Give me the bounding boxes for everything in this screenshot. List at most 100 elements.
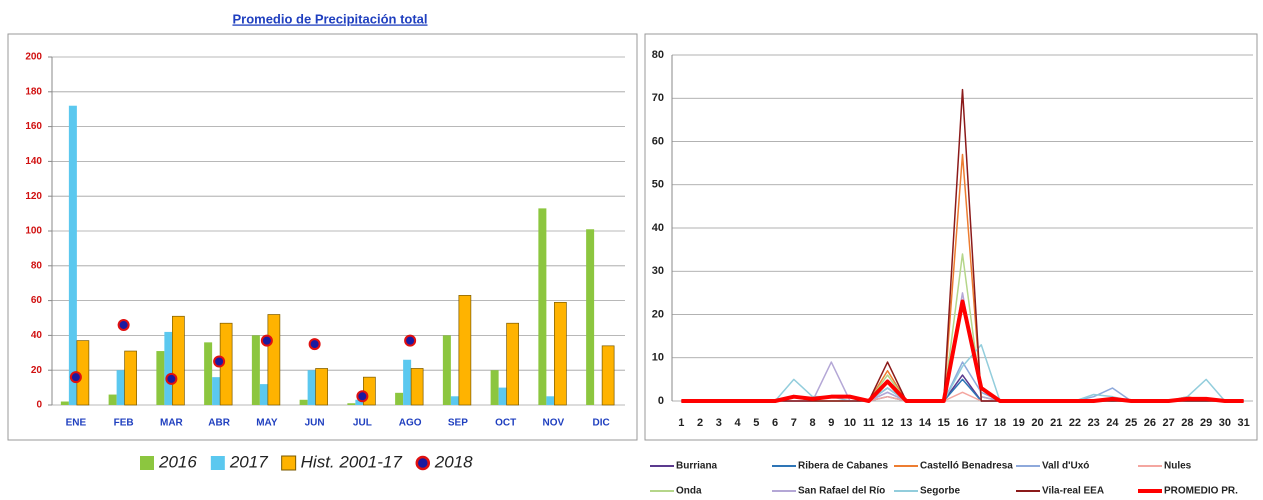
- y-tick-label: 40: [31, 330, 43, 341]
- legend-label: Burriana: [676, 461, 718, 472]
- line: [681, 153, 1244, 402]
- legend-swatch: [210, 456, 225, 470]
- bar: [251, 335, 260, 405]
- x-tick-label: 24: [1106, 417, 1119, 429]
- y-tick-label: 70: [652, 92, 664, 104]
- bar: [546, 396, 555, 405]
- bar: [403, 359, 412, 405]
- bar: [506, 322, 519, 406]
- x-tick-label: 14: [919, 417, 932, 429]
- bar: [315, 368, 328, 406]
- y-tick-label: 140: [25, 156, 42, 167]
- bar: [172, 315, 185, 406]
- right-panel: [644, 33, 1258, 441]
- bar: [355, 399, 364, 405]
- bar: [116, 370, 125, 405]
- x-tick-label: 15: [938, 417, 950, 429]
- x-tick-label: NOV: [543, 418, 565, 429]
- bar: [204, 342, 213, 405]
- y-tick-label: 20: [652, 308, 664, 320]
- legend-swatch: [281, 455, 297, 471]
- line: [681, 299, 1244, 403]
- x-tick-label: 5: [753, 417, 759, 429]
- bar: [108, 394, 117, 405]
- x-tick-label: JUN: [305, 418, 325, 429]
- y-tick-label: 60: [652, 135, 664, 147]
- line: [681, 378, 1244, 402]
- legend-label: Nules: [1164, 461, 1192, 472]
- y-tick-label: 120: [25, 191, 42, 202]
- bar: [267, 314, 281, 406]
- x-tick-label: 20: [1031, 417, 1043, 429]
- x-tick-label: SEP: [448, 418, 468, 429]
- dot: [117, 318, 130, 331]
- x-tick-label: 21: [1050, 417, 1062, 429]
- y-tick-label: 40: [652, 222, 664, 234]
- x-tick-label: 9: [828, 417, 834, 429]
- x-tick-label: 12: [881, 417, 893, 429]
- x-tick-label: 7: [791, 417, 797, 429]
- chart-title: Promedio de Precipitación total: [232, 11, 427, 26]
- x-tick-label: 19: [1013, 417, 1025, 429]
- legend-label: PROMEDIO PR.: [1164, 486, 1238, 497]
- legend-label: Vila-real EEA: [1042, 486, 1104, 497]
- x-tick-label: 16: [956, 417, 968, 429]
- bar: [498, 387, 507, 405]
- bar: [307, 370, 316, 405]
- bar: [601, 345, 615, 406]
- legend-label: Segorbe: [920, 486, 960, 497]
- y-tick-label: 60: [31, 295, 43, 306]
- bar: [259, 384, 268, 405]
- bar: [458, 295, 472, 406]
- bar: [60, 401, 69, 405]
- legend-label: Vall d'Uxó: [1042, 461, 1089, 472]
- left-panel: [7, 33, 638, 441]
- x-tick-label: 29: [1200, 417, 1212, 429]
- bar: [156, 351, 165, 405]
- bar: [450, 396, 459, 405]
- y-tick-label: 100: [25, 226, 42, 237]
- bar: [586, 229, 595, 405]
- x-tick-label: MAR: [160, 418, 184, 429]
- bar: [395, 392, 404, 405]
- legend-label: 2016: [158, 452, 197, 471]
- bar: [164, 331, 173, 405]
- x-tick-label: 27: [1163, 417, 1175, 429]
- x-tick-label: 6: [772, 417, 778, 429]
- x-tick-label: 8: [810, 417, 816, 429]
- legend-swatch: [140, 456, 154, 470]
- legend-swatch: [415, 455, 431, 471]
- dot: [213, 355, 226, 368]
- bar: [212, 377, 221, 405]
- legend-label: Onda: [676, 486, 702, 497]
- x-tick-label: 30: [1219, 417, 1231, 429]
- y-tick-label: 0: [658, 395, 664, 407]
- legend-label: Ribera de Cabanes: [798, 461, 888, 472]
- legend-label: 2018: [434, 452, 473, 471]
- x-tick-label: MAY: [256, 418, 278, 429]
- bar: [442, 335, 451, 405]
- bar: [299, 399, 308, 405]
- dot: [260, 334, 273, 347]
- legend-label: San Rafael del Río: [798, 486, 885, 497]
- x-tick-label: 13: [900, 417, 912, 429]
- y-tick-label: 200: [25, 52, 42, 63]
- x-tick-label: 2: [697, 417, 703, 429]
- y-tick-label: 10: [652, 352, 664, 364]
- bar: [124, 350, 137, 406]
- x-tick-label: FEB: [114, 418, 134, 429]
- x-tick-label: ENE: [66, 418, 87, 429]
- dot: [404, 334, 417, 347]
- y-tick-label: 50: [652, 179, 664, 191]
- bar: [554, 301, 567, 406]
- y-tick-label: 180: [25, 86, 42, 97]
- x-tick-label: 4: [735, 417, 742, 429]
- x-tick-label: 1: [678, 417, 684, 429]
- x-tick-label: 25: [1125, 417, 1137, 429]
- legend-label: 2017: [229, 452, 268, 471]
- x-tick-label: JUL: [353, 418, 372, 429]
- bar: [490, 370, 499, 405]
- bar: [347, 403, 356, 405]
- y-tick-label: 80: [31, 260, 43, 271]
